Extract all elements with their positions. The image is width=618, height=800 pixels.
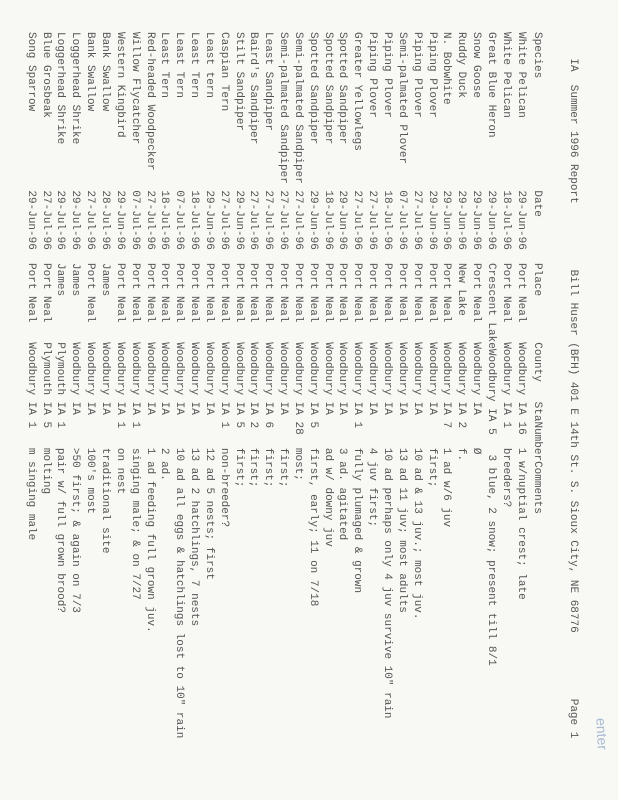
table-row: Least tern 29-Jun-96 Port Neal Woodbury … [201, 32, 216, 768]
table-row: Baird's Sandpiper 27-Jul-96 Port Neal Wo… [246, 32, 261, 768]
table-row: Spotted Sandpiper 29-Jun-96 Port Neal Wo… [305, 32, 320, 768]
table-row: Least Tern 18-Jul-96 Port Neal Woodbury … [157, 32, 172, 768]
table-row: Willow Flycatcher 07-Jul-96 Port Neal Wo… [127, 32, 142, 768]
header-left: IA Summer 1996 Report [567, 58, 579, 203]
table-row: Piping Plover 18-Jul-96 Port Neal Woodbu… [379, 32, 394, 768]
table-row: Bank Swallow 28-Jul-96 James Woodbury IA… [97, 32, 112, 768]
table-row: Caspian Tern 27-Jul-96 Port Neal Woodbur… [216, 32, 231, 768]
table-row: Snow Goose 29-Jun-96 Port Neal Woodbury … [468, 32, 483, 768]
table-row: Piping Plover 27-Jul-96 Port Neal Woodbu… [364, 32, 379, 768]
table-row: Loggerhead Shrike 29-Jul-96 James Woodbu… [68, 32, 83, 768]
column-header-row: Species Date Place County StaNumberComme… [530, 32, 545, 768]
header-right: Page 1 [567, 699, 579, 739]
table-row: Stilt Sandpiper 29-Jun-96 Port Neal Wood… [231, 32, 246, 768]
table-row: Least Tern 07-Jul-96 Port Neal Woodbury … [171, 32, 186, 768]
table-row: Piping Plover 29-Jun-96 Port Neal Woodbu… [424, 32, 439, 768]
table-row: Bank Swallow 27-Jul-96 Port Neal Woodbur… [82, 32, 97, 768]
table-row: Great Blue Heron 29-Jun-96 Crescent Lake… [483, 32, 498, 768]
table-row: White Pelican 18-Jul-96 Port Neal Woodbu… [498, 32, 513, 768]
table-row: Spotted Sandpiper 29-Jun-96 Port Neal Wo… [335, 32, 350, 768]
table-row: Greater Yellowlegs 27-Jul-96 Port Neal W… [350, 32, 365, 768]
table-row: Red-headed Woodpecker 27-Jul-96 Port Nea… [142, 32, 157, 768]
table-row: Semi-palmated Sandpiper 27-Jul-96 Port N… [290, 32, 305, 768]
header-center: Bill Huser (BFH) 401 E 14th St. S. Sioux… [567, 270, 579, 633]
table-row: Blue Grosbeak 27-Jul-96 Port Neal Plymou… [38, 32, 53, 768]
table-row: Semi-palmated Sandpiper 27-Jul-96 Port N… [275, 32, 290, 768]
table-row: N. Bobwhite 29-Jun-96 Port Neal Woodbury… [439, 32, 454, 768]
report-sheet: enter IA Summer 1996 Report Bill Huser (… [13, 20, 605, 780]
table-row: Least Sandpiper 27-Jul-96 Port Neal Wood… [260, 32, 275, 768]
report-header: IA Summer 1996 Report Bill Huser (BFH) 4… [551, 32, 596, 768]
table-row: Spotted Sandpiper 18-Jul-96 Port Neal Wo… [320, 32, 335, 768]
table-row: Ruddy Duck 29-Jun-96 New Lake Woodbury I… [453, 32, 468, 768]
table-row: Loggerhead Shrike 29-Jul-96 James Plymou… [53, 32, 68, 768]
table-row: Semi-palmated Plover 07-Jul-96 Port Neal… [394, 32, 409, 768]
table-row: Song Sparrow 29-Jun-96 Port Neal Woodbur… [23, 32, 38, 768]
data-rows: White Pelican 29-Jun-96 Port Neal Woodbu… [23, 32, 528, 768]
table-row: Piping Plover 27-Jul-96 Port Neal Woodbu… [409, 32, 424, 768]
table-row: White Pelican 29-Jun-96 Port Neal Woodbu… [513, 32, 528, 768]
table-row: Western Kingbird 29-Jun-96 Port Neal Woo… [112, 32, 127, 768]
table-row: Least Tern 18-Jul-96 Port Neal Woodbury … [186, 32, 201, 768]
handwritten-note: enter [591, 718, 612, 751]
